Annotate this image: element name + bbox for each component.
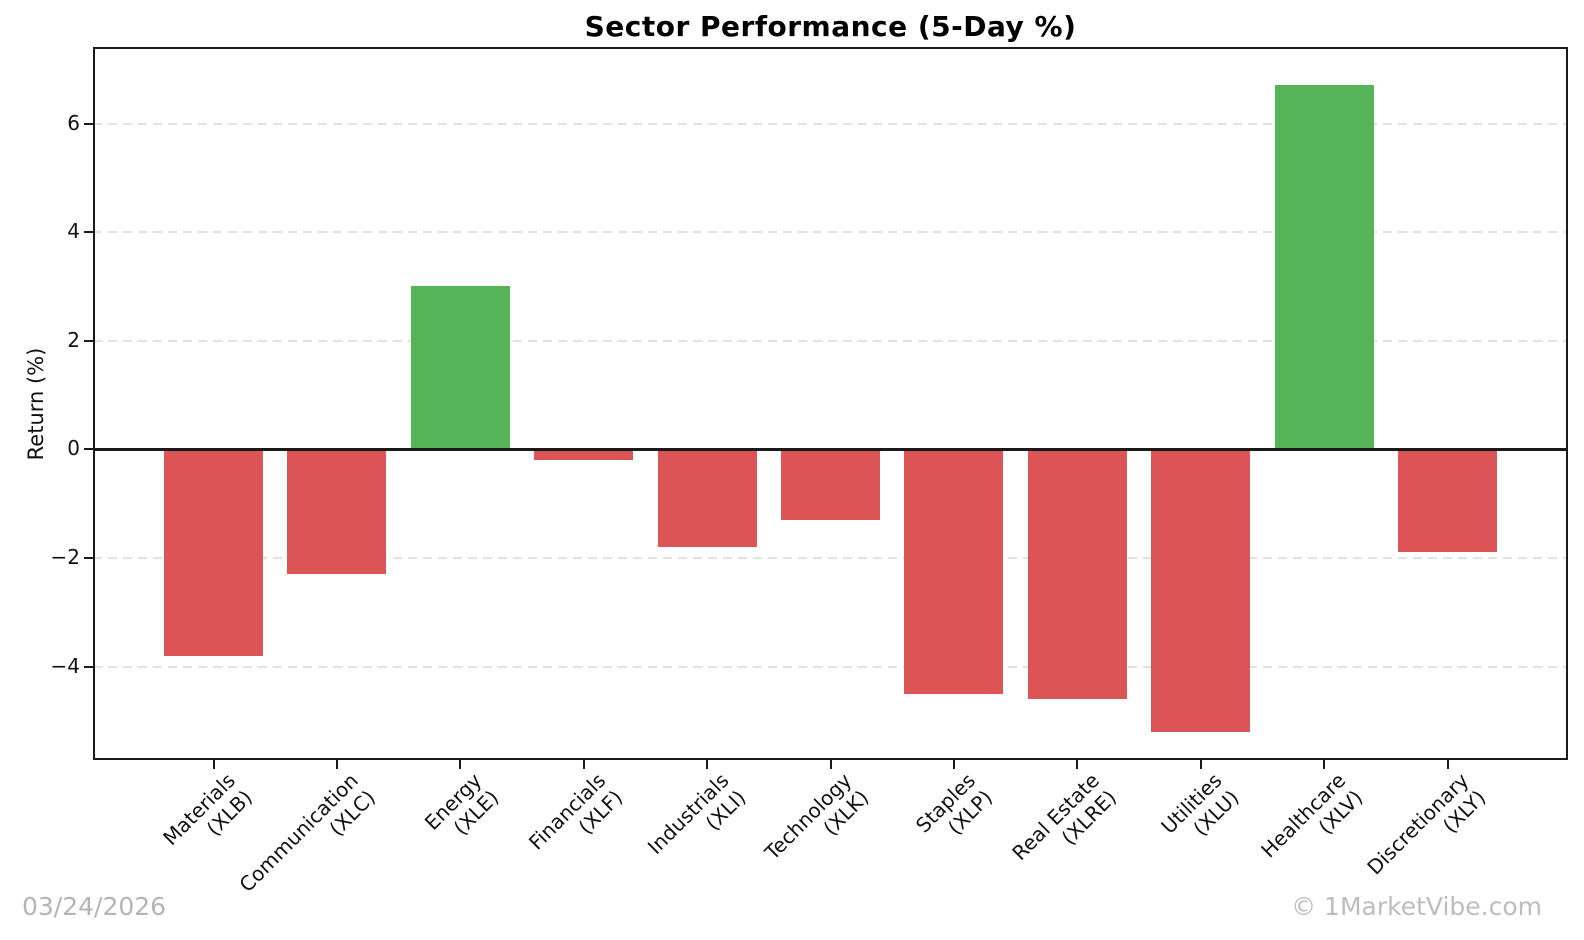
x-tick-label-xle: Energy (XLE) [420,768,504,840]
bar-xlv [1274,85,1374,450]
x-tick-label-xlu: Utilities (XLU) [1156,768,1244,841]
bar-xlc [287,449,387,575]
bar-xli [657,449,757,548]
y-tick-mark [84,339,93,342]
y-tick-label-6: 6 [67,110,80,135]
bar-xle [410,286,510,450]
gridline-y-4 [93,231,1568,234]
gridline-y-6 [93,122,1568,125]
bar-xlre [1027,449,1127,700]
x-tick-mark [1323,760,1326,769]
y-tick-mark [84,556,93,559]
chart-title: Sector Performance (5-Day %) [584,10,1077,43]
y-tick-label-4: 4 [67,219,80,244]
x-tick-mark [952,760,955,769]
x-tick-label-xlb: Materials (XLB) [157,768,257,851]
y-tick-label-0: 0 [67,436,80,461]
y-tick-mark [84,231,93,234]
watermark: © 1MarketVibe.com [1291,892,1542,921]
x-tick-mark [582,760,585,769]
x-tick-label-xlv: Healthcare (XLV) [1256,768,1368,863]
x-tick-mark [335,760,338,769]
x-tick-mark [1199,760,1202,769]
bar-xlf [534,449,634,461]
x-tick-label-xlc: Communication (XLC) [234,768,380,897]
x-tick-label-xlre: Real Estate (XLRE) [1006,768,1121,866]
x-tick-mark [829,760,832,769]
x-tick-label-xlp: Staples (XLP) [911,768,997,840]
x-tick-label-xli: Industrials (XLI) [642,768,751,859]
x-tick-label-xly: Discretionary (XLY) [1362,768,1491,880]
y-tick-mark [84,665,93,668]
x-tick-mark [706,760,709,769]
gridline-y--4 [93,665,1568,668]
x-tick-label-xlk: Technology (XLK) [760,768,874,865]
x-tick-mark [1076,760,1079,769]
x-tick-mark [459,760,462,769]
y-tick-mark [84,122,93,125]
bar-xlp [904,449,1004,694]
bar-xlu [1151,449,1251,732]
gridline-y--2 [93,556,1568,559]
y-tick-label--4: −4 [50,653,80,678]
y-tick-label--2: −2 [50,544,80,569]
zero-line [93,447,1568,451]
x-tick-label-xlf: Financials (XLF) [523,768,627,855]
bar-xlb [164,449,263,656]
gridline-y-2 [93,339,1568,342]
bar-xly [1398,449,1497,553]
x-tick-mark [212,760,215,769]
plot-area [93,47,1568,760]
x-tick-mark [1446,760,1449,769]
y-tick-mark [84,448,93,451]
bar-xlk [781,449,880,520]
y-tick-label-2: 2 [67,327,80,352]
footer-date: 03/24/2026 [22,892,167,921]
